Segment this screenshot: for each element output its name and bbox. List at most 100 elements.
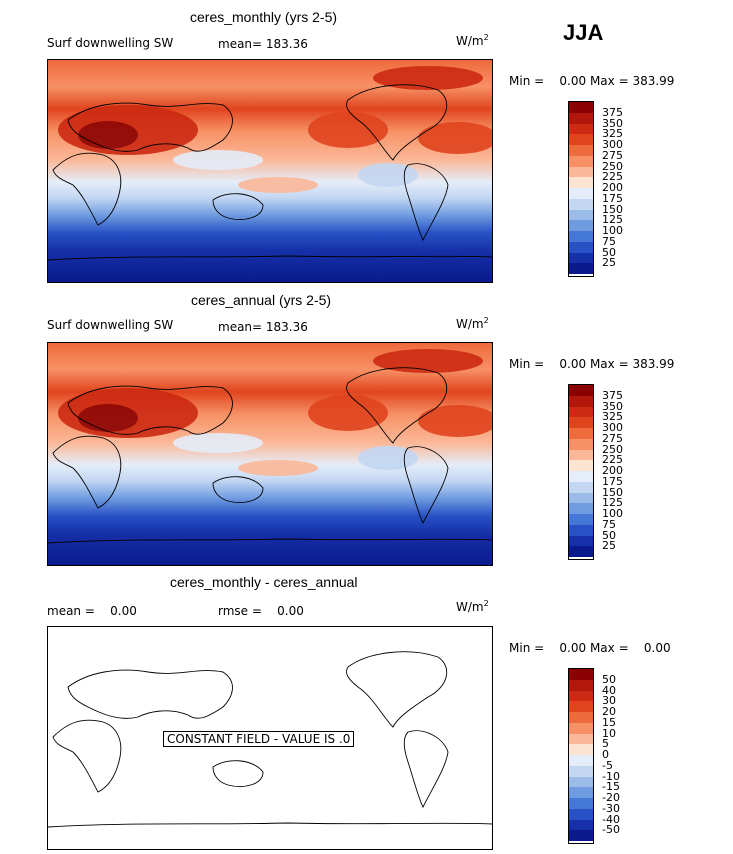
colorbar-swatch bbox=[569, 819, 593, 831]
colorbar-swatch bbox=[569, 134, 593, 145]
colorbar-swatch bbox=[569, 145, 593, 156]
colorbar-swatch bbox=[569, 102, 593, 113]
colorbar-swatch bbox=[569, 733, 593, 745]
colorbar-swatch bbox=[569, 385, 593, 396]
colorbar-swatch bbox=[569, 481, 593, 493]
colorbar-tick-label: 50 bbox=[602, 672, 616, 686]
colorbar-swatch bbox=[569, 395, 593, 407]
colorbar-tick-label: -20 bbox=[602, 791, 620, 804]
colorbar-tick-label: 325 bbox=[602, 127, 623, 141]
colorbar-tick-label: 350 bbox=[602, 399, 623, 413]
colorbar-tick-label: 175 bbox=[602, 474, 623, 488]
colorbar-swatch bbox=[569, 417, 593, 428]
colorbar-tick-label: -5 bbox=[602, 758, 613, 772]
panel2-map-plot bbox=[48, 343, 492, 565]
panel3-title: ceres_monthly - ceres_annual bbox=[170, 574, 358, 590]
panel1-mean: mean= 183.36 bbox=[218, 37, 308, 51]
colorbar-swatch bbox=[569, 112, 593, 124]
colorbar-swatch bbox=[569, 524, 593, 536]
panel3-units: W/m2 bbox=[456, 599, 489, 614]
colorbar-swatch bbox=[569, 123, 593, 135]
colorbar-tick-label: 350 bbox=[602, 116, 623, 130]
colorbar-tick-label: -50 bbox=[602, 823, 620, 837]
panel1-variable: Surf downwelling SW bbox=[47, 36, 174, 50]
colorbar-tick-label: 250 bbox=[602, 159, 623, 173]
colorbar-tick-label: 50 bbox=[602, 245, 616, 259]
colorbar-tick-label: 250 bbox=[602, 442, 623, 456]
colorbar-swatch bbox=[569, 798, 593, 809]
panel2-mean: mean= 183.36 bbox=[218, 320, 308, 334]
season-label: JJA bbox=[563, 20, 604, 45]
colorbar-swatch bbox=[569, 252, 593, 264]
colorbar-tick-label: 175 bbox=[602, 191, 623, 205]
colorbar-tick-label: 0 bbox=[602, 748, 609, 761]
colorbar-swatch bbox=[569, 438, 593, 450]
colorbar-swatch bbox=[569, 231, 593, 242]
panel1-units: W/m2 bbox=[456, 33, 489, 48]
panel3-minmax: Min = 0.00 Max = 0.00 bbox=[509, 641, 671, 655]
colorbar-tick-label: 325 bbox=[602, 410, 623, 424]
colorbar-swatch bbox=[569, 449, 593, 461]
colorbar-tick-label: 20 bbox=[602, 705, 616, 718]
colorbar-tick-label: 300 bbox=[602, 421, 623, 434]
colorbar-swatch bbox=[569, 177, 593, 188]
colorbar-tick-label: 30 bbox=[602, 694, 616, 708]
colorbar-swatch bbox=[569, 669, 593, 680]
colorbar-tick-label: -10 bbox=[602, 769, 620, 783]
colorbar-tick-label: -30 bbox=[602, 801, 620, 815]
colorbar-tick-label: 5 bbox=[602, 737, 609, 751]
colorbar-tick-label: 25 bbox=[602, 256, 616, 270]
colorbar-swatch bbox=[569, 492, 593, 504]
colorbar-tick-label: 225 bbox=[602, 170, 623, 184]
colorbar-tick-label: 25 bbox=[602, 539, 616, 553]
colorbar-tick-label: 150 bbox=[602, 485, 623, 499]
colorbar-tick-label: 200 bbox=[602, 464, 623, 477]
colorbar-swatch bbox=[569, 188, 593, 199]
colorbar-tick-label: 375 bbox=[602, 388, 623, 402]
colorbar-tick-label: 200 bbox=[602, 181, 623, 194]
colorbar-tick-label: 275 bbox=[602, 148, 623, 162]
panel1-map bbox=[47, 59, 493, 283]
colorbar-tick-label: 275 bbox=[602, 431, 623, 445]
panel1-title: ceres_monthly (yrs 2-5) bbox=[190, 9, 338, 25]
panel2-units: W/m2 bbox=[456, 316, 489, 331]
colorbar-tick-label: 75 bbox=[602, 517, 616, 531]
colorbar-tick-label: 40 bbox=[602, 683, 616, 697]
colorbar-swatch bbox=[569, 712, 593, 723]
colorbar-tick-label: 10 bbox=[602, 726, 616, 740]
panel2-title: ceres_annual (yrs 2-5) bbox=[191, 292, 332, 308]
colorbar-swatch bbox=[569, 765, 593, 777]
colorbar-tick-label: 375 bbox=[602, 105, 623, 119]
colorbar-swatch bbox=[569, 503, 593, 514]
panel2-map bbox=[47, 342, 493, 566]
colorbar-tick-label: 150 bbox=[602, 202, 623, 216]
colorbar-swatch bbox=[569, 471, 593, 482]
panel3-rmse: rmse = 0.00 bbox=[218, 604, 304, 618]
colorbar-swatch bbox=[569, 546, 593, 557]
colorbar-tick-label: 125 bbox=[602, 496, 623, 510]
panel2-variable: Surf downwelling SW bbox=[47, 318, 174, 332]
colorbar-tick-label: 50 bbox=[602, 528, 616, 542]
constant-field-label: CONSTANT FIELD - VALUE IS .0 bbox=[163, 731, 355, 747]
colorbar-swatch bbox=[569, 198, 593, 210]
panel2-colorbar bbox=[568, 384, 594, 560]
colorbar-swatch bbox=[569, 787, 593, 798]
panel3-map-plot bbox=[48, 651, 492, 828]
colorbar-swatch bbox=[569, 535, 593, 547]
colorbar-tick-label: 225 bbox=[602, 453, 623, 467]
colorbar-swatch bbox=[569, 690, 593, 702]
colorbar-tick-label: 100 bbox=[602, 224, 623, 237]
colorbar-swatch bbox=[569, 428, 593, 439]
colorbar-swatch bbox=[569, 830, 593, 841]
panel1-colorbar bbox=[568, 101, 594, 277]
colorbar-swatch bbox=[569, 722, 593, 734]
panel1-map-plot bbox=[48, 60, 492, 282]
colorbar-swatch bbox=[569, 776, 593, 788]
colorbar-tick-label: -40 bbox=[602, 812, 620, 826]
panel3-mean: mean = 0.00 bbox=[47, 604, 137, 618]
panel1-minmax: Min = 0.00 Max = 383.99 bbox=[509, 74, 675, 88]
colorbar-swatch bbox=[569, 460, 593, 471]
colorbar-tick-label: 300 bbox=[602, 138, 623, 151]
panel2-minmax: Min = 0.00 Max = 383.99 bbox=[509, 357, 675, 371]
colorbar-swatch bbox=[569, 209, 593, 221]
